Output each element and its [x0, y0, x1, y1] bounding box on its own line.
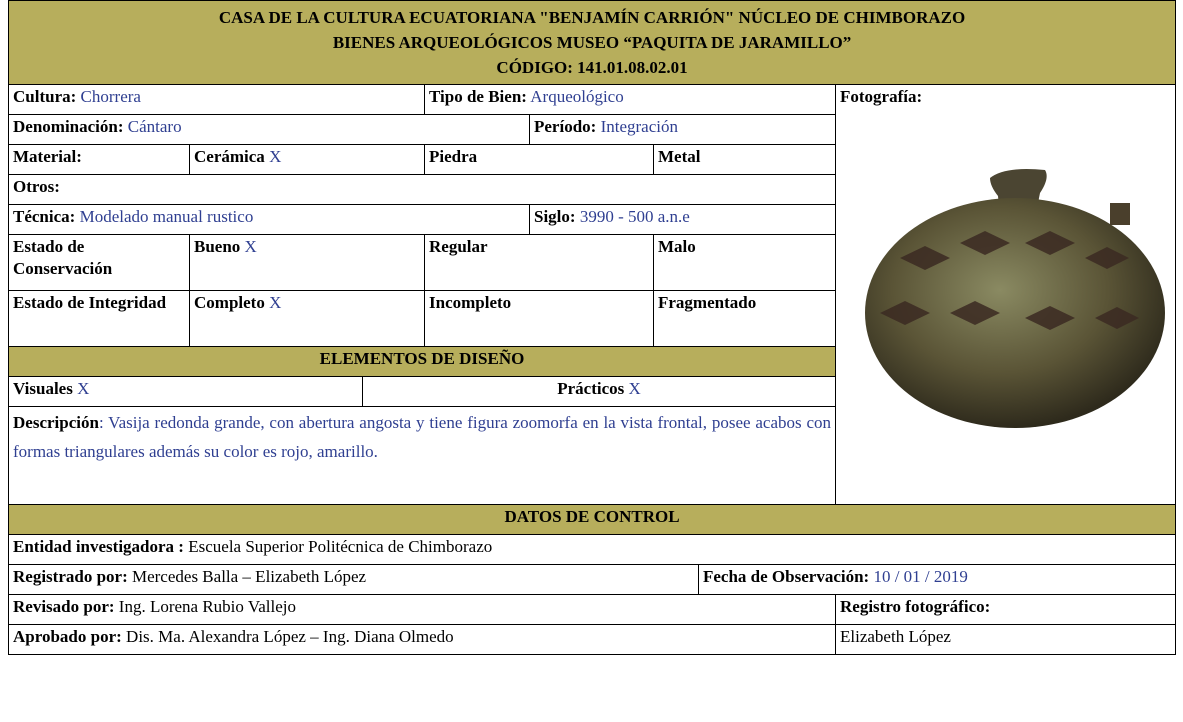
vase-pattern: [880, 231, 1139, 330]
value: 10 / 01 / 2019: [873, 567, 968, 586]
cell: Regular: [424, 234, 654, 291]
cell: Siglo: 3990 - 500 a.n.e: [529, 204, 836, 235]
cell: Registrado por: Mercedes Balla – Elizabe…: [8, 564, 699, 595]
label: Revisado por:: [13, 597, 115, 616]
cell: Denominación: Cántaro: [8, 114, 530, 145]
value: Dis. Ma. Alexandra López – Ing. Diana Ol…: [126, 627, 454, 646]
label: Estado de Conservación: [13, 237, 113, 278]
value: Integración: [600, 117, 678, 136]
value: Mercedes Balla – Elizabeth López: [131, 567, 367, 586]
option: Regular: [429, 237, 488, 256]
label: Cultura:: [13, 87, 77, 106]
vase-figure: [1110, 203, 1130, 225]
cell: Fragmentado: [653, 290, 836, 347]
option: Cerámica: [194, 147, 265, 166]
cell: Cultura: Chorrera: [8, 84, 425, 115]
label: Técnica:: [13, 207, 76, 226]
header-line: BIENES ARQUEOLÓGICOS MUSEO “PAQUITA DE J…: [332, 33, 852, 52]
mark: X: [628, 379, 641, 398]
value: Chorrera: [80, 87, 141, 106]
header-line: CASA DE LA CULTURA ECUATORIANA "BENJAMÍN…: [218, 8, 966, 27]
cell: Visuales X: [8, 376, 363, 407]
cell: Incompleto: [424, 290, 654, 347]
label: Siglo:: [534, 207, 576, 226]
label: Otros:: [13, 177, 60, 196]
label: Fotografía:: [840, 87, 923, 106]
cell: Estado de Conservación: [8, 234, 190, 291]
label: Entidad investigadora :: [13, 537, 184, 556]
cell: Técnica: Modelado manual rustico: [8, 204, 530, 235]
value: 3990 - 500 a.n.e: [579, 207, 690, 226]
cell: Registro fotográfico:: [834, 594, 1177, 625]
label: Estado de Integridad: [13, 293, 167, 312]
cell: Material:: [8, 144, 190, 175]
option: Piedra: [429, 147, 478, 166]
value: Ing. Lorena Rubio Vallejo: [118, 597, 296, 616]
cell: Elizabeth López: [834, 624, 1177, 655]
cell: Revisado por: Ing. Lorena Rubio Vallejo: [8, 594, 836, 625]
cell: Malo: [653, 234, 836, 291]
cell: Metal: [653, 144, 836, 175]
label: Denominación:: [13, 117, 124, 136]
cell: Cerámica X: [189, 144, 425, 175]
label: Prácticos: [557, 379, 625, 398]
cell: Prácticos X: [362, 376, 836, 407]
label: Período:: [534, 117, 597, 136]
value: Cántaro: [127, 117, 182, 136]
cell: Período: Integración: [529, 114, 836, 145]
header-line: CÓDIGO: 141.01.08.02.01: [496, 58, 688, 77]
label: Registro fotográfico:: [840, 597, 991, 616]
cell: Piedra: [424, 144, 654, 175]
cell: Fecha de Observación: 10 / 01 / 2019: [697, 564, 1177, 595]
label: Tipo de Bien:: [429, 87, 527, 106]
section-title: DATOS DE CONTROL: [7, 504, 1177, 535]
label: Aprobado por:: [13, 627, 122, 646]
photo: [865, 169, 1165, 428]
option: Malo: [658, 237, 696, 256]
cell: Completo X: [189, 290, 425, 347]
value: : Vasija redonda grande, con abertura an…: [13, 413, 831, 461]
option: Metal: [658, 147, 701, 166]
cell: Descripción: Vasija redonda grande, con …: [8, 406, 836, 505]
cell: Otros:: [8, 174, 836, 205]
mark: X: [77, 379, 90, 398]
photo-cell: Fotografía:: [834, 84, 1177, 505]
label: Fecha de Observación:: [703, 567, 870, 586]
value: Modelado manual rustico: [79, 207, 254, 226]
section-title: ELEMENTOS DE DISEÑO: [8, 346, 836, 377]
mark: X: [269, 293, 282, 312]
cell: Bueno X: [189, 234, 425, 291]
option: Bueno: [194, 237, 241, 256]
value: Escuela Superior Politécnica de Chimbora…: [188, 537, 493, 556]
value: Arqueológico: [530, 87, 624, 106]
label: Material:: [13, 147, 82, 166]
label: Descripción: [13, 413, 99, 432]
header: CASA DE LA CULTURA ECUATORIANA "BENJAMÍN…: [7, 0, 1177, 85]
record-sheet: CASA DE LA CULTURA ECUATORIANA "BENJAMÍN…: [7, 0, 1177, 655]
cell: Entidad investigadora : Escuela Superior…: [7, 534, 1177, 565]
label: Visuales: [13, 379, 73, 398]
cell: Aprobado por: Dis. Ma. Alexandra López –…: [8, 624, 836, 655]
mark: X: [244, 237, 257, 256]
label: Registrado por:: [13, 567, 128, 586]
mark: X: [269, 147, 282, 166]
value: Elizabeth López: [840, 627, 951, 646]
option: Incompleto: [429, 293, 512, 312]
option: Fragmentado: [658, 293, 757, 312]
cell: Estado de Integridad: [8, 290, 190, 347]
option: Completo: [194, 293, 265, 312]
cell: Tipo de Bien: Arqueológico: [424, 84, 836, 115]
